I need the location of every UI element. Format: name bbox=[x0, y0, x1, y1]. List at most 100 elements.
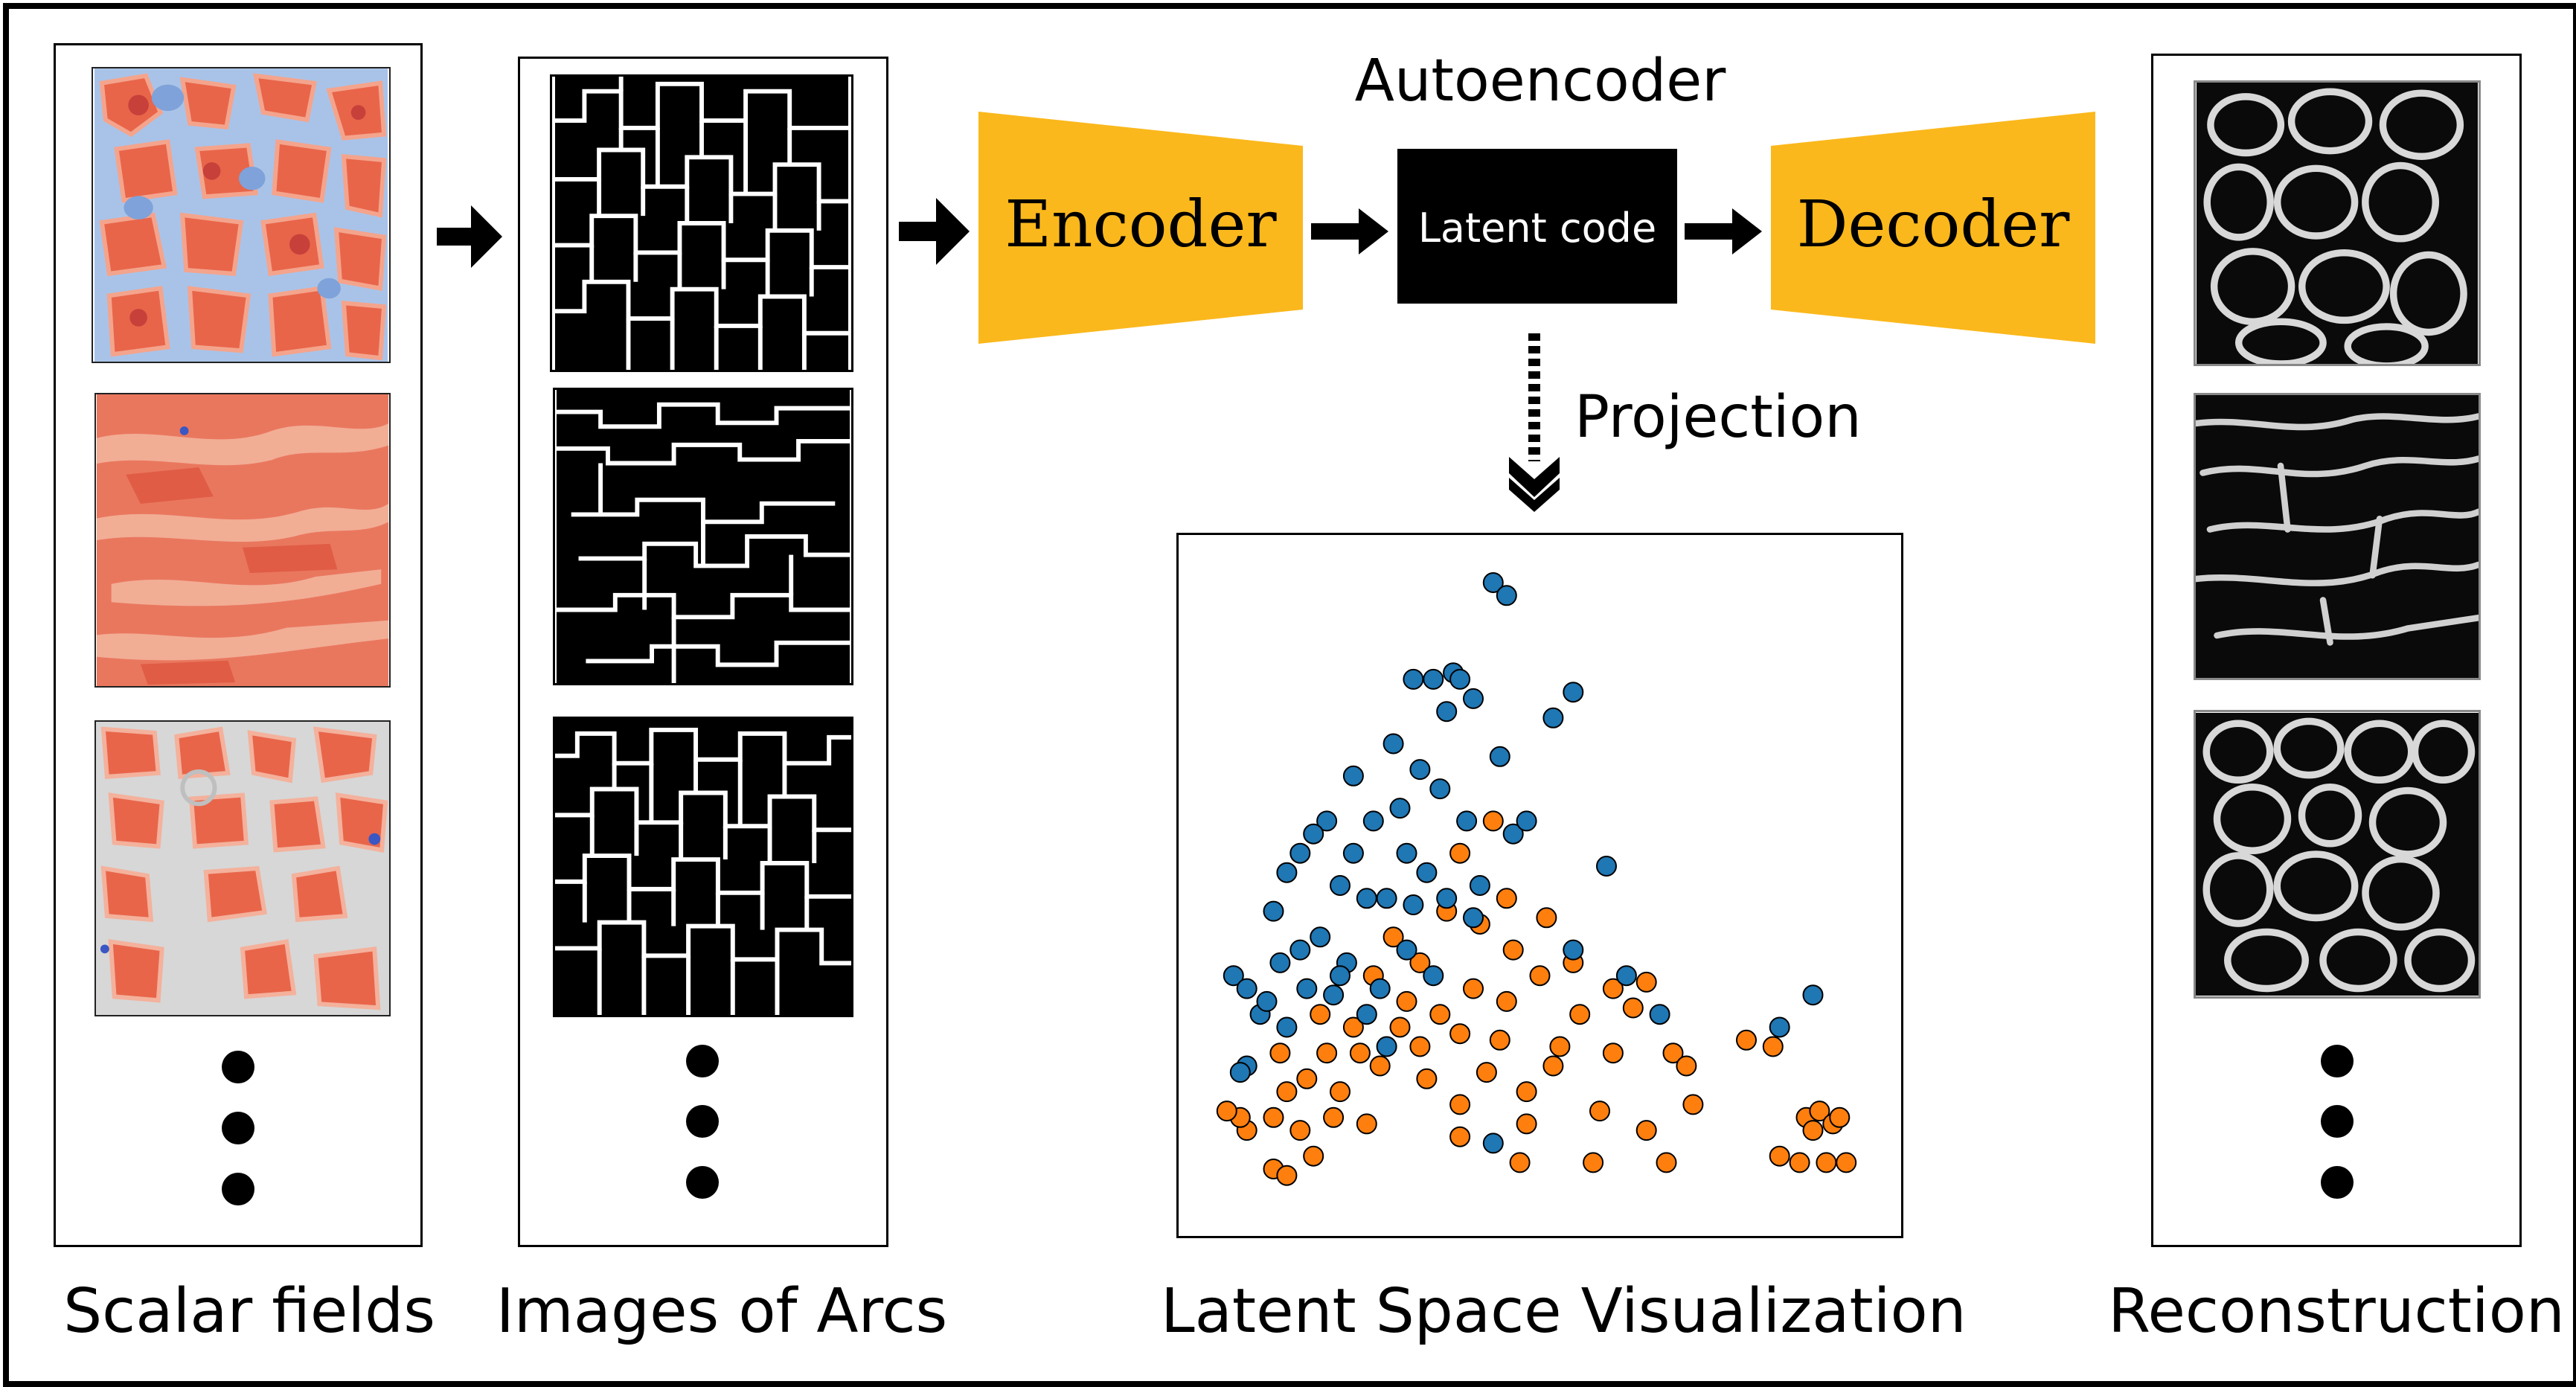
orange-point bbox=[1736, 1029, 1757, 1051]
orange-point bbox=[1316, 1042, 1338, 1064]
orange-point bbox=[1449, 1126, 1471, 1147]
reconstruction-thumbnail-1 bbox=[2194, 80, 2481, 366]
orange-point bbox=[1816, 1152, 1837, 1173]
blue-point bbox=[1289, 939, 1311, 961]
orange-point bbox=[1463, 978, 1484, 999]
blue-point bbox=[1389, 798, 1411, 819]
orange-point bbox=[1389, 1016, 1411, 1038]
blue-point bbox=[1615, 965, 1637, 987]
orange-point bbox=[1369, 1055, 1391, 1077]
blue-point bbox=[1403, 668, 1424, 690]
blue-point bbox=[1456, 810, 1478, 832]
orange-point bbox=[1622, 997, 1644, 1019]
orange-point bbox=[1789, 1152, 1810, 1173]
blue-point bbox=[1330, 875, 1351, 896]
blue-point bbox=[1403, 894, 1424, 915]
caption-reconstruction: Reconstruction bbox=[2108, 1276, 2565, 1347]
blue-point bbox=[1382, 733, 1404, 755]
decoder-label: Decoder bbox=[1796, 188, 2070, 262]
orange-point bbox=[1296, 1068, 1318, 1089]
orange-point bbox=[1516, 1081, 1537, 1103]
blue-point bbox=[1423, 965, 1444, 987]
orange-point bbox=[1569, 1004, 1591, 1025]
blue-point bbox=[1342, 765, 1364, 787]
blue-point bbox=[1369, 978, 1391, 999]
orange-point bbox=[1836, 1152, 1857, 1173]
orange-point bbox=[1356, 1113, 1377, 1135]
orange-point bbox=[1589, 1101, 1610, 1122]
blue-point bbox=[1330, 965, 1351, 987]
arc-image-thumbnail-1 bbox=[550, 74, 853, 372]
autoencoder-title: Autoencoder bbox=[1354, 48, 1726, 115]
caption-latent-space: Latent Space Visualization bbox=[1161, 1276, 1967, 1347]
orange-point bbox=[1502, 939, 1524, 961]
orange-point bbox=[1602, 978, 1624, 999]
blue-point bbox=[1356, 1004, 1377, 1025]
orange-point bbox=[1829, 1106, 1851, 1128]
orange-point bbox=[1303, 1145, 1324, 1167]
blue-point bbox=[1516, 810, 1537, 832]
encoder-block bbox=[978, 112, 1303, 344]
blue-point bbox=[1342, 842, 1364, 864]
blue-point bbox=[1802, 984, 1824, 1006]
blue-point bbox=[1563, 939, 1584, 961]
orange-point bbox=[1635, 1120, 1657, 1141]
blue-point bbox=[1263, 900, 1284, 922]
flow-arrow-icon bbox=[1311, 208, 1388, 254]
blue-point bbox=[1356, 888, 1377, 909]
orange-point bbox=[1449, 1094, 1471, 1115]
orange-point bbox=[1396, 990, 1417, 1012]
caption-images-of-arcs: Images of Arcs bbox=[496, 1276, 948, 1347]
orange-point bbox=[1769, 1145, 1790, 1167]
orange-point bbox=[1349, 1042, 1371, 1064]
scalar-field-thumbnail-2 bbox=[94, 393, 391, 688]
projection-arrow-icon bbox=[1509, 333, 1560, 512]
blue-point bbox=[1596, 856, 1617, 877]
blue-point bbox=[1323, 984, 1345, 1006]
reconstruction-thumbnail-2 bbox=[2194, 393, 2481, 680]
blue-point bbox=[1482, 1133, 1504, 1154]
ellipsis-dot bbox=[222, 1051, 254, 1083]
blue-point bbox=[1269, 952, 1291, 973]
orange-point bbox=[1382, 926, 1404, 948]
blue-point bbox=[1316, 810, 1338, 832]
blue-point bbox=[1310, 926, 1331, 948]
blue-point bbox=[1396, 939, 1417, 961]
blue-point bbox=[1429, 778, 1451, 800]
flow-arrow-icon bbox=[899, 198, 970, 265]
blue-point bbox=[1563, 682, 1584, 703]
orange-point bbox=[1276, 1081, 1298, 1103]
reconstruction-thumbnail-3 bbox=[2194, 710, 2481, 999]
blue-point bbox=[1256, 990, 1278, 1012]
blue-point bbox=[1463, 907, 1484, 929]
decoder-block bbox=[1771, 112, 2095, 344]
ellipsis-dot bbox=[2321, 1045, 2354, 1077]
projection-label: Projection bbox=[1574, 384, 1862, 451]
blue-point bbox=[1463, 688, 1484, 709]
orange-point bbox=[1549, 1036, 1571, 1057]
orange-point bbox=[1802, 1120, 1824, 1141]
latent-code-block bbox=[1397, 149, 1677, 304]
ellipsis-dot bbox=[686, 1045, 719, 1077]
ellipsis-dot bbox=[2321, 1105, 2354, 1138]
flow-arrow-icon bbox=[1685, 208, 1762, 254]
orange-point bbox=[1489, 1029, 1510, 1051]
orange-point bbox=[1496, 888, 1517, 909]
orange-point bbox=[1409, 952, 1431, 973]
blue-point bbox=[1229, 1062, 1251, 1083]
orange-point bbox=[1529, 965, 1551, 987]
orange-point bbox=[1509, 1152, 1531, 1173]
orange-point bbox=[1583, 1152, 1604, 1173]
orange-point bbox=[1602, 1042, 1624, 1064]
orange-point bbox=[1762, 1036, 1784, 1057]
orange-point bbox=[1310, 1004, 1331, 1025]
latent-space-scatter bbox=[1216, 572, 1857, 1186]
blue-point bbox=[1416, 862, 1438, 883]
orange-point bbox=[1342, 1016, 1364, 1038]
orange-point bbox=[1496, 990, 1517, 1012]
blue-point bbox=[1409, 759, 1431, 781]
orange-point bbox=[1536, 907, 1557, 929]
scalar-field-thumbnail-3 bbox=[94, 720, 391, 1016]
blue-point bbox=[1542, 707, 1564, 728]
ellipsis-dot bbox=[686, 1166, 719, 1199]
